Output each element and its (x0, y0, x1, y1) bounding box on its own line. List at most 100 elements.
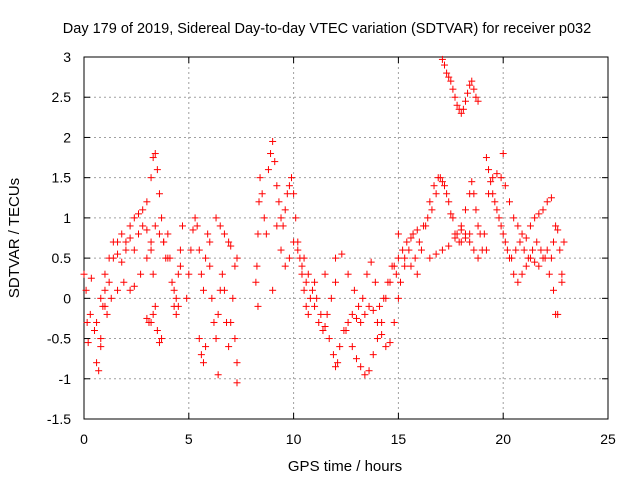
data-point (253, 262, 261, 270)
data-point (550, 238, 558, 246)
data-point (470, 246, 478, 254)
data-point (126, 222, 134, 230)
data-point (202, 254, 210, 262)
data-point (535, 262, 543, 270)
data-point (547, 254, 555, 262)
data-point (233, 254, 241, 262)
data-point (308, 286, 316, 294)
data-point (560, 238, 568, 246)
data-point (451, 234, 459, 242)
data-point (118, 230, 126, 238)
data-point (281, 206, 289, 214)
data-point (290, 190, 298, 198)
data-point (281, 262, 289, 270)
data-point (386, 278, 394, 286)
data-point (332, 278, 340, 286)
data-point (82, 286, 90, 294)
data-point (187, 246, 195, 254)
data-point (231, 262, 239, 270)
data-point (126, 286, 134, 294)
x-tick-label: 0 (80, 431, 88, 447)
data-point (461, 97, 469, 105)
data-point (396, 278, 404, 286)
data-point (151, 302, 159, 310)
data-point (105, 254, 113, 262)
data-point (441, 182, 449, 190)
data-point (493, 170, 501, 178)
data-point (501, 182, 509, 190)
data-point (441, 61, 449, 69)
data-point (103, 310, 111, 318)
plot-frame (83, 56, 609, 420)
y-tick-label: 0.5 (52, 250, 72, 266)
data-point (531, 258, 539, 266)
data-point (290, 238, 298, 246)
data-point (369, 306, 377, 314)
data-point (176, 262, 184, 270)
data-point (143, 226, 151, 234)
data-point (300, 254, 308, 262)
data-point (468, 178, 476, 186)
data-point (457, 109, 465, 117)
data-point (147, 246, 155, 254)
data-point (212, 214, 220, 222)
data-point (114, 250, 122, 258)
data-point (466, 238, 474, 246)
data-point (137, 270, 145, 278)
data-point (302, 278, 310, 286)
data-point (288, 174, 296, 182)
data-point (199, 286, 207, 294)
data-point (348, 343, 356, 351)
data-point (334, 359, 342, 367)
x-tick-label: 5 (185, 431, 193, 447)
data-point (101, 286, 109, 294)
data-point (262, 230, 270, 238)
data-point (101, 270, 109, 278)
data-point (474, 222, 482, 230)
data-point (420, 222, 428, 230)
data-point (323, 310, 331, 318)
data-point (170, 286, 178, 294)
data-point (545, 270, 553, 278)
data-point (489, 174, 497, 182)
data-point (470, 190, 478, 198)
data-point (518, 230, 526, 238)
data-point (409, 230, 417, 238)
data-point (254, 302, 262, 310)
data-point (273, 182, 281, 190)
data-point (522, 234, 530, 242)
data-point (407, 234, 415, 242)
data-point (367, 258, 375, 266)
data-point (378, 331, 386, 339)
data-point (153, 166, 161, 174)
data-point (505, 198, 513, 206)
data-point (294, 246, 302, 254)
data-point (255, 198, 263, 206)
data-point (445, 73, 453, 81)
data-point (338, 250, 346, 258)
data-point (93, 318, 101, 326)
data-point (438, 55, 446, 63)
data-point (151, 222, 159, 230)
data-point (394, 294, 402, 302)
data-point (267, 150, 275, 158)
data-point (482, 154, 490, 162)
data-point (371, 278, 379, 286)
data-point (155, 190, 163, 198)
data-point (86, 310, 94, 318)
data-point (225, 238, 233, 246)
data-point (233, 359, 241, 367)
data-point (426, 254, 434, 262)
data-point (342, 327, 350, 335)
data-point (118, 258, 126, 266)
data-point (147, 174, 155, 182)
data-point (430, 182, 438, 190)
data-point (231, 335, 239, 343)
data-point (197, 351, 205, 359)
data-point (474, 254, 482, 262)
data-point (510, 214, 518, 222)
data-point (514, 222, 522, 230)
data-point (315, 318, 323, 326)
y-tick-label: 2 (63, 129, 71, 145)
data-point (518, 270, 526, 278)
